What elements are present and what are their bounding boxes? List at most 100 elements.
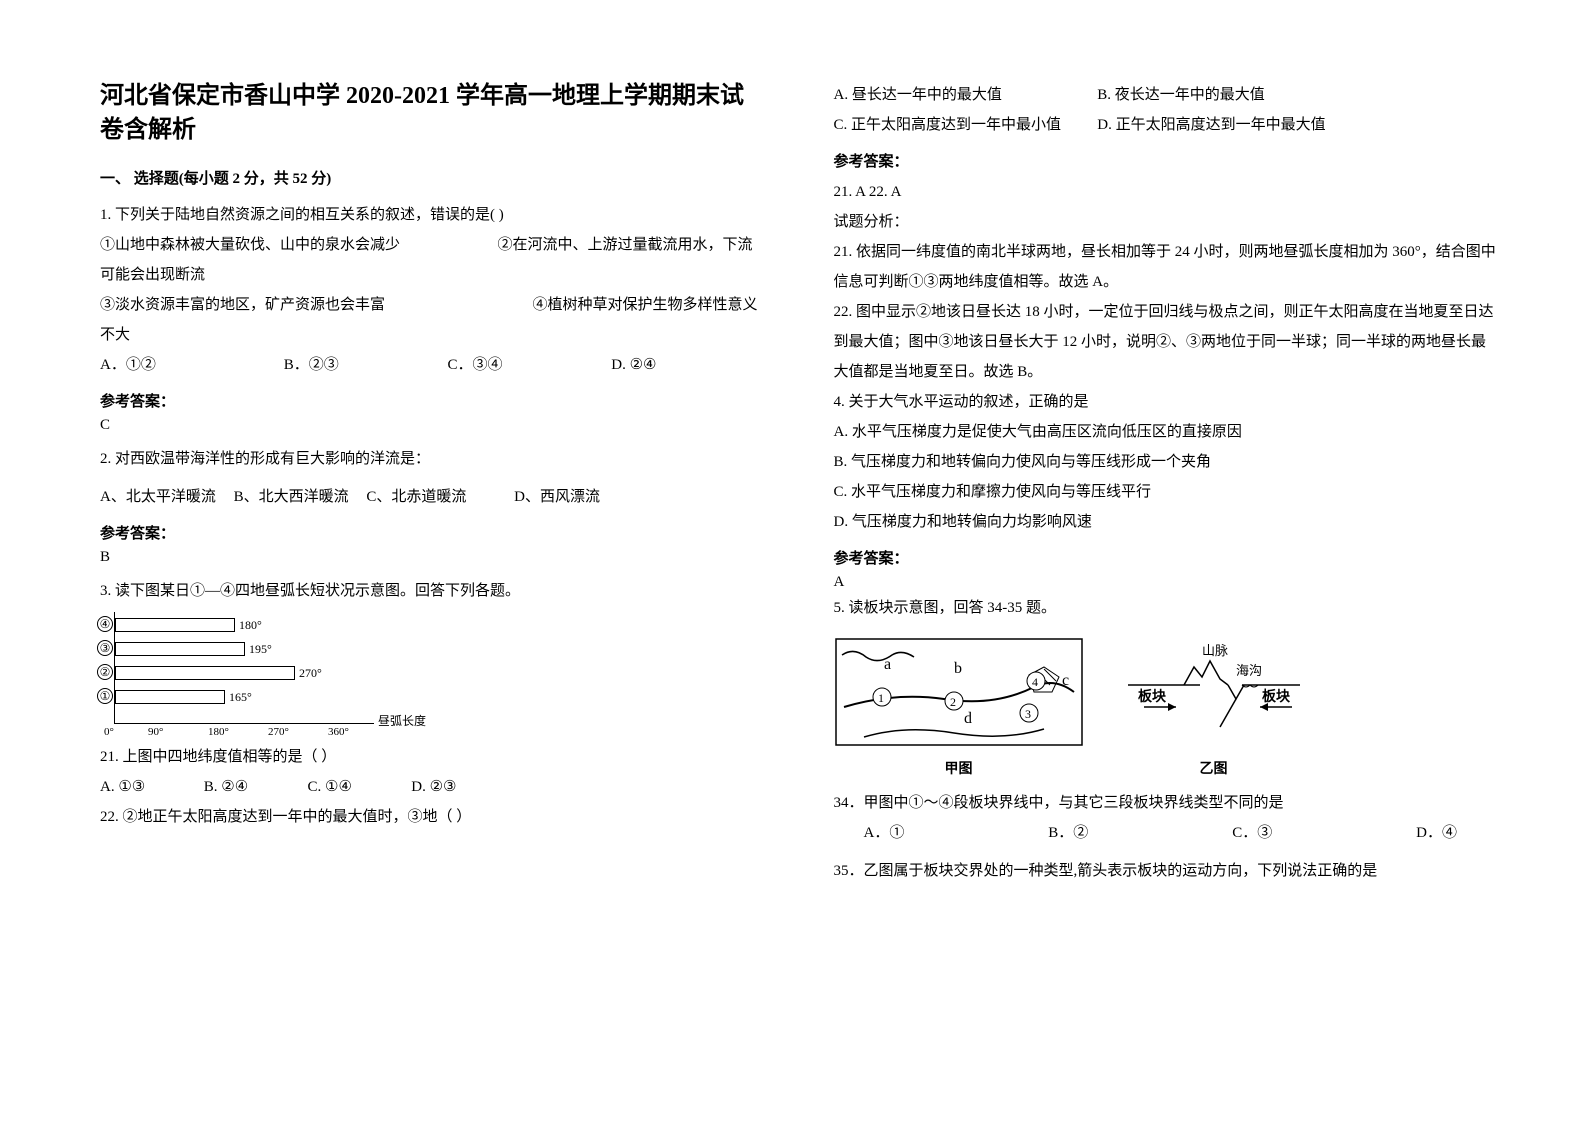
q21-optB: B. ②④ — [204, 772, 304, 802]
chart-bar-index: ④ — [97, 616, 113, 632]
q3-analysis-21: 21. 依据同一纬度值的南北半球两地，昼长相加等于 24 小时，则两地昼弧长度相… — [834, 237, 1498, 297]
q2-answer-key: 参考答案： — [100, 522, 764, 543]
chart-x-ticks: 0°90°180°270°360° — [104, 726, 764, 738]
page-root: 河北省保定市香山中学 2020-2021 学年高一地理上学期期末试卷含解析 一、… — [100, 80, 1497, 1082]
q21-optC: C. ①④ — [308, 772, 408, 802]
svg-text:c: c — [1062, 672, 1069, 689]
bar-chart: 昼弧长度 ④180°③195°②270°①165° — [114, 612, 374, 724]
chart-bar-row: ②270° — [115, 666, 322, 680]
q1-optA: A．①② — [100, 350, 280, 380]
q2-stem: 2. 对西欧温带海洋性的形成有巨大影响的洋流是： — [100, 444, 764, 474]
jia-caption: 甲图 — [834, 758, 1084, 778]
q1-options: A．①② B．②③ C．③④ D. ②④ — [100, 350, 764, 380]
q2-optA: A、北太平洋暖流 — [100, 482, 216, 512]
q34-optB: B．② — [1048, 818, 1088, 848]
q4-answer-key: 参考答案： — [834, 547, 1498, 568]
left-column: 河北省保定市香山中学 2020-2021 学年高一地理上学期期末试卷含解析 一、… — [100, 80, 764, 1082]
q22-optC: C. 正午太阳高度达到一年中最小值 — [834, 110, 1094, 140]
q1-optC: C．③④ — [448, 350, 608, 380]
q1-stem: 1. 下列关于陆地自然资源之间的相互关系的叙述，错误的是( ) — [100, 200, 764, 230]
q34-options: A．① B．② C．③ D．④ — [834, 818, 1498, 848]
yi-diagram: 山脉 海沟 板块 板块 — [1124, 637, 1304, 747]
q22-options-row2: C. 正午太阳高度达到一年中最小值 D. 正午太阳高度达到一年中最大值 — [834, 110, 1498, 140]
q4-optC: C. 水平气压梯度力和摩擦力使风向与等压线平行 — [834, 477, 1498, 507]
q5-diagrams: a b c d 1 2 3 4 甲图 — [834, 637, 1498, 778]
svg-text:3: 3 — [1025, 707, 1031, 721]
chart-bar-row: ①165° — [115, 690, 252, 704]
q4-optD: D. 气压梯度力和地转偏向力均影响风速 — [834, 507, 1498, 537]
chart-bar — [115, 666, 295, 680]
q22-optD: D. 正午太阳高度达到一年中最大值 — [1097, 110, 1325, 140]
chart-bar-label: 270° — [299, 666, 322, 681]
q1-statement-row2: ③淡水资源丰富的地区，矿产资源也会丰富 ④植树种草对保护生物多样性意义不大 — [100, 290, 764, 350]
q1-answer-key: 参考答案： — [100, 390, 764, 411]
q2-answer: B — [100, 549, 764, 566]
q3-stem: 3. 读下图某日①—④四地昼弧长短状况示意图。回答下列各题。 — [100, 576, 764, 606]
chart-bar-label: 180° — [239, 618, 262, 633]
q1-statement-row1: ①山地中森林被大量砍伐、山中的泉水会减少 ②在河流中、上游过量截流用水，下流可能… — [100, 230, 764, 290]
section-1-heading: 一、 选择题(每小题 2 分，共 52 分) — [100, 167, 764, 188]
svg-text:b: b — [954, 660, 962, 677]
chart-bar-index: ③ — [97, 640, 113, 656]
yi-plate-left: 板块 — [1138, 688, 1167, 705]
doc-title: 河北省保定市香山中学 2020-2021 学年高一地理上学期期末试卷含解析 — [100, 80, 764, 147]
q4-stem: 4. 关于大气水平运动的叙述，正确的是 — [834, 387, 1498, 417]
chart-x-tick: 90° — [148, 726, 208, 738]
q3-analysis-22: 22. 图中显示②地该日昼长达 18 小时，一定位于回归线与极点之间，则正午太阳… — [834, 297, 1498, 387]
chart-bar-index: ② — [97, 664, 113, 680]
jia-diagram-box: a b c d 1 2 3 4 甲图 — [834, 637, 1084, 778]
jia-diagram: a b c d 1 2 3 4 — [834, 637, 1084, 747]
svg-text:2: 2 — [950, 695, 956, 709]
chart-bar — [115, 642, 245, 656]
yi-caption: 乙图 — [1124, 758, 1304, 778]
chart-bar-label: 165° — [229, 690, 252, 705]
q22-optA: A. 昼长达一年中的最大值 — [834, 80, 1094, 110]
q2-optB: B、北大西洋暖流 — [234, 482, 349, 512]
q34-optC: C．③ — [1232, 818, 1272, 848]
q1-optB: B．②③ — [284, 350, 444, 380]
q3-chart: 昼弧长度 ④180°③195°②270°①165° 0°90°180°270°3… — [100, 612, 764, 738]
q4-answer: A — [834, 574, 1498, 591]
yi-mountain-label: 山脉 — [1202, 643, 1228, 658]
q4-optB: B. 气压梯度力和地转偏向力使风向与等压线形成一个夹角 — [834, 447, 1498, 477]
q3-answers: 21. A 22. A — [834, 177, 1498, 207]
right-column: A. 昼长达一年中的最大值 B. 夜长达一年中的最大值 C. 正午太阳高度达到一… — [834, 80, 1498, 1082]
q22-options-row1: A. 昼长达一年中的最大值 B. 夜长达一年中的最大值 — [834, 80, 1498, 110]
chart-bar — [115, 618, 235, 632]
chart-bar-label: 195° — [249, 642, 272, 657]
yi-trench-label: 海沟 — [1236, 663, 1262, 678]
chart-x-tick: 0° — [104, 726, 148, 738]
q2-optD: D、西风漂流 — [514, 482, 600, 512]
q2-optC: C、北赤道暖流 — [366, 482, 466, 512]
q35-stem: 35．乙图属于板块交界处的一种类型,箭头表示板块的运动方向，下列说法正确的是 — [834, 856, 1498, 886]
q5-stem: 5. 读板块示意图，回答 34-35 题。 — [834, 593, 1498, 623]
yi-diagram-box: 山脉 海沟 板块 板块 乙图 — [1124, 637, 1304, 778]
q21-optD: D. ②③ — [411, 772, 456, 802]
q34-optA: A．① — [834, 818, 905, 848]
q2-options: A、北太平洋暖流 B、北大西洋暖流 C、北赤道暖流 D、西风漂流 — [100, 482, 764, 512]
svg-text:d: d — [964, 710, 972, 727]
q1-optD: D. ②④ — [611, 350, 656, 380]
q34-stem: 34．甲图中①～④段板块界线中，与其它三段板块界线类型不同的是 — [834, 788, 1498, 818]
q1-answer: C — [100, 417, 764, 434]
q3-analysis-heading: 试题分析： — [834, 207, 1498, 237]
q34-optD: D．④ — [1416, 818, 1457, 848]
svg-text:a: a — [884, 656, 891, 673]
q22-optB: B. 夜长达一年中的最大值 — [1097, 80, 1265, 110]
svg-text:4: 4 — [1032, 675, 1038, 689]
chart-x-tick: 270° — [268, 726, 328, 738]
yi-plate-right: 板块 — [1262, 688, 1291, 705]
chart-bar — [115, 690, 225, 704]
chart-bar-row: ③195° — [115, 642, 272, 656]
chart-axis-label: 昼弧长度 — [378, 712, 426, 729]
q21-stem: 21. 上图中四地纬度值相等的是（ ） — [100, 742, 764, 772]
q21-optA: A. ①③ — [100, 772, 200, 802]
q4-optA: A. 水平气压梯度力是促使大气由高压区流向低压区的直接原因 — [834, 417, 1498, 447]
q22-stem: 22. ②地正午太阳高度达到一年中的最大值时，③地（ ） — [100, 802, 764, 832]
chart-bar-index: ① — [97, 688, 113, 704]
q1-s3: ③淡水资源丰富的地区，矿产资源也会丰富 — [100, 297, 385, 313]
svg-text:1: 1 — [878, 691, 884, 705]
chart-bar-row: ④180° — [115, 618, 262, 632]
q1-s1: ①山地中森林被大量砍伐、山中的泉水会减少 — [100, 237, 400, 253]
q3-answer-key: 参考答案： — [834, 150, 1498, 171]
